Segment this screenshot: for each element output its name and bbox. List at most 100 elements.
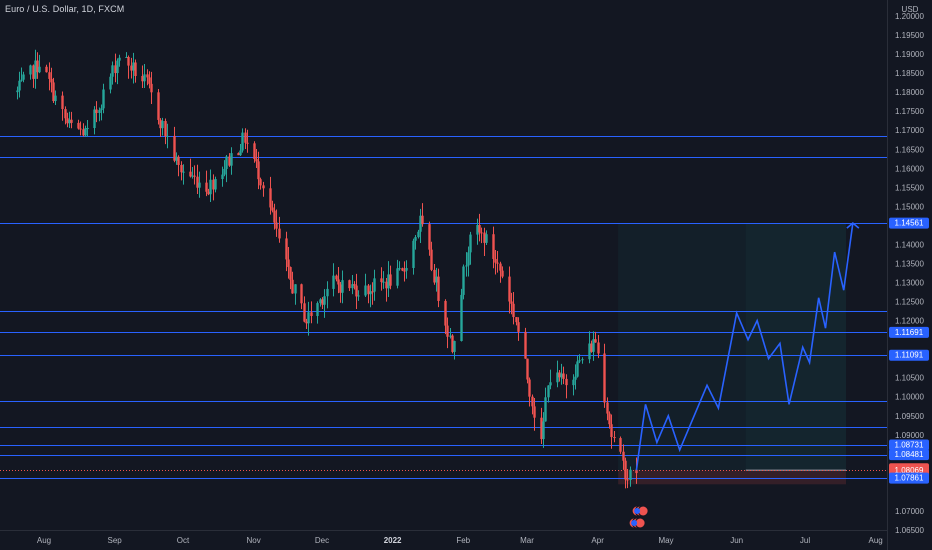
time-axis-bg [0, 530, 887, 550]
candle-body [70, 119, 73, 123]
candle-body [166, 135, 169, 137]
level-price-badge[interactable] [889, 449, 929, 461]
candle-body [66, 118, 69, 124]
time-axis[interactable]: Aug Sep Oct Nov Dec 2022 Feb Mar Apr May Jun Jul Aug [0, 530, 887, 550]
candle-body [382, 281, 385, 283]
level-price-badge[interactable] [889, 217, 929, 229]
level-price-badge[interactable] [889, 326, 929, 338]
candle-body [323, 296, 326, 305]
candle-body [544, 397, 547, 422]
candle-body [303, 303, 306, 322]
price-tick-label: 1.06500 [895, 526, 924, 535]
candle-body [305, 321, 308, 324]
candle-body [50, 78, 53, 83]
candle-body [396, 268, 399, 286]
candle-body [613, 437, 616, 439]
candle-body [285, 238, 288, 260]
candle-body [34, 60, 37, 79]
currency-label: USD [902, 5, 919, 14]
candle-body [510, 301, 513, 304]
candle-body [339, 284, 342, 293]
time-tick-label: Aug [869, 536, 883, 545]
candle-body [421, 215, 424, 225]
time-tick-label: Jun [730, 536, 743, 545]
candle-body [460, 294, 463, 341]
candle-body [95, 109, 98, 114]
candle-body [603, 353, 606, 403]
candle-body [321, 299, 324, 305]
candle-body [494, 258, 497, 263]
projection-path[interactable] [635, 222, 860, 471]
candle-body [159, 119, 162, 129]
candle-body [98, 110, 101, 114]
candle-body [417, 231, 420, 238]
badge-price-label: 1.08069 [895, 466, 924, 475]
level-price-badge[interactable] [889, 439, 929, 451]
candle-body [531, 396, 534, 407]
candle-body [198, 182, 201, 188]
candle-body [542, 421, 545, 440]
level-price-badge[interactable] [889, 472, 929, 484]
candle-body [52, 82, 55, 102]
candle-body [82, 129, 85, 136]
candlestick-series [16, 49, 638, 489]
candle-body [405, 267, 408, 271]
candle-body [319, 299, 322, 304]
candle-body [143, 74, 146, 82]
candle-body [300, 284, 303, 304]
symbol-title: Euro / U.S. Dollar, 1D, FXCM [5, 4, 125, 14]
candle-body [478, 224, 481, 233]
candle-body [259, 179, 262, 186]
time-tick-label: Oct [177, 536, 190, 545]
candle-body [130, 65, 133, 71]
candle-body [629, 469, 632, 480]
candle-body [289, 267, 292, 280]
candle-body [351, 284, 354, 289]
candle-body [610, 424, 613, 438]
candle-body [84, 128, 87, 136]
candle-body [262, 185, 265, 189]
stop-zone[interactable] [618, 470, 847, 485]
candle-body [467, 252, 470, 266]
candle-body [517, 322, 520, 332]
candle-body [357, 295, 360, 297]
projection-line[interactable] [635, 222, 854, 471]
price-tick-label: 1.13000 [895, 279, 924, 288]
candle-body [558, 372, 561, 378]
level-price-badge[interactable] [889, 349, 929, 361]
candle-body [64, 109, 67, 119]
candle-body [307, 312, 310, 324]
event-flag-icon [634, 508, 641, 514]
candle-body [150, 83, 153, 93]
candle-body [48, 72, 51, 79]
candle-body [189, 171, 192, 177]
badge-price-label: 1.11691 [895, 328, 924, 337]
candle-body [102, 89, 105, 109]
candle-body [18, 80, 21, 91]
candle-body [369, 291, 372, 295]
candle-body [449, 335, 452, 337]
target-zone[interactable] [618, 223, 847, 471]
candle-body [433, 269, 436, 283]
candle-body [385, 281, 388, 289]
horizontal-levels[interactable] [0, 136, 887, 479]
candle-body [515, 317, 518, 323]
badge-price-label: 1.14561 [895, 219, 924, 228]
candle-body [182, 171, 185, 173]
candle-body [348, 280, 351, 289]
event-markers[interactable] [628, 505, 649, 529]
price-tick-label: 1.20000 [895, 12, 924, 21]
candle-body [588, 343, 591, 360]
candle-body [294, 284, 297, 294]
candle-body [214, 179, 217, 190]
candle-body [205, 182, 208, 192]
candle-body [398, 268, 401, 270]
candle-body [93, 109, 96, 129]
candle-body [508, 276, 511, 302]
candle-body [341, 280, 344, 293]
candle-body [77, 122, 80, 129]
candle-body [241, 132, 244, 151]
candle-body [626, 479, 629, 481]
